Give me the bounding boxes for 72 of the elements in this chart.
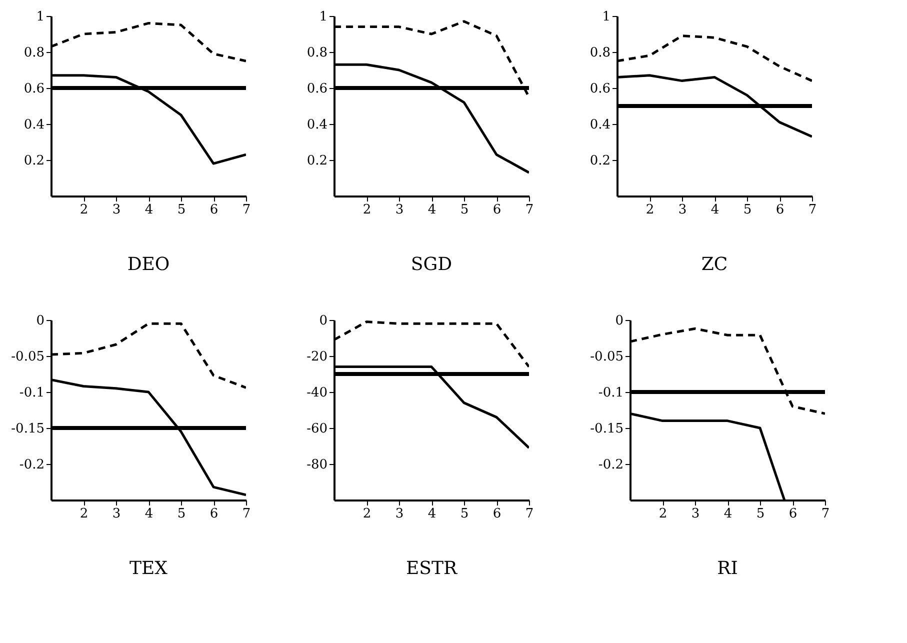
y-tick-label: 0.2	[24, 154, 44, 168]
x-tick-label: 7	[242, 506, 251, 522]
y-tick-label: -80	[306, 458, 328, 472]
y-tick-label: 1	[602, 10, 610, 24]
x-tick-label: 3	[112, 202, 121, 218]
x-tick-label: 2	[646, 202, 654, 218]
y-tick-label: 0.8	[306, 46, 328, 60]
y-tick-label: -0.05	[590, 350, 624, 364]
y-tick-label: -0.1	[598, 386, 624, 400]
y-tick-label: -40	[306, 386, 328, 400]
x-tick-label: 4	[428, 202, 436, 218]
text: TEX	[130, 558, 168, 579]
x-tick-label: 5	[743, 202, 752, 218]
x-tick-label: 5	[460, 506, 469, 522]
x-tick-label: 3	[395, 202, 404, 218]
x-tick-label: 2	[362, 506, 372, 522]
y-tick-label: 0.4	[590, 118, 610, 132]
x-tick-label: 2	[80, 506, 88, 522]
x-tick-label: 4	[428, 506, 436, 522]
x-tick-label: 4	[710, 202, 720, 218]
y-tick-label: -0.15	[11, 422, 44, 436]
text: ESTR	[406, 558, 458, 579]
x-tick-label: 3	[395, 506, 404, 522]
x-tick-label: 7	[242, 202, 251, 218]
y-tick-label: 0.6	[306, 82, 328, 96]
x-tick-label: 5	[756, 506, 765, 522]
y-tick-label: -0.2	[19, 458, 44, 472]
x-tick-label: 3	[112, 506, 121, 522]
x-tick-label: 7	[808, 202, 817, 218]
y-tick-label: 0.6	[24, 82, 44, 96]
x-tick-label: 2	[80, 202, 88, 218]
x-tick-label: 3	[691, 506, 700, 522]
x-tick-label: 6	[210, 202, 218, 218]
y-tick-label: -60	[306, 422, 328, 436]
y-tick-label: 0.2	[306, 154, 328, 168]
x-tick-label: 6	[492, 202, 502, 218]
x-tick-label: 6	[788, 506, 798, 522]
y-tick-label: 0	[36, 314, 44, 328]
x-tick-label: 7	[525, 202, 534, 218]
x-tick-label: 7	[821, 506, 830, 522]
y-tick-label: -0.05	[11, 350, 44, 364]
x-tick-label: 5	[177, 506, 186, 522]
y-tick-label: 0.2	[590, 154, 610, 168]
y-tick-label: 0.8	[24, 46, 44, 60]
x-tick-label: 5	[177, 202, 186, 218]
y-tick-label: 0.4	[306, 118, 328, 132]
y-tick-label: 1	[319, 10, 328, 24]
x-tick-label: 6	[776, 202, 784, 218]
y-tick-label: 1	[36, 10, 44, 24]
y-tick-label: 0	[615, 314, 624, 328]
text: SGD	[410, 254, 452, 275]
y-tick-label: -0.2	[598, 458, 624, 472]
x-tick-label: 4	[144, 202, 154, 218]
x-tick-label: 4	[724, 506, 732, 522]
x-tick-label: 7	[525, 506, 534, 522]
x-tick-label: 2	[658, 506, 668, 522]
x-tick-label: 5	[460, 202, 469, 218]
y-tick-label: -0.15	[590, 422, 624, 436]
x-tick-label: 3	[678, 202, 687, 218]
text: ZC	[701, 254, 728, 275]
y-tick-label: 0.6	[590, 82, 610, 96]
text: RI	[717, 558, 738, 579]
y-tick-label: -0.1	[19, 386, 44, 400]
y-tick-label: 0	[319, 314, 328, 328]
text: DEO	[127, 254, 170, 275]
y-tick-label: -20	[306, 350, 328, 364]
x-tick-label: 4	[144, 506, 154, 522]
x-tick-label: 6	[210, 506, 218, 522]
y-tick-label: 0.4	[24, 118, 44, 132]
x-tick-label: 6	[492, 506, 502, 522]
y-tick-label: 0.8	[590, 46, 610, 60]
x-tick-label: 2	[362, 202, 372, 218]
